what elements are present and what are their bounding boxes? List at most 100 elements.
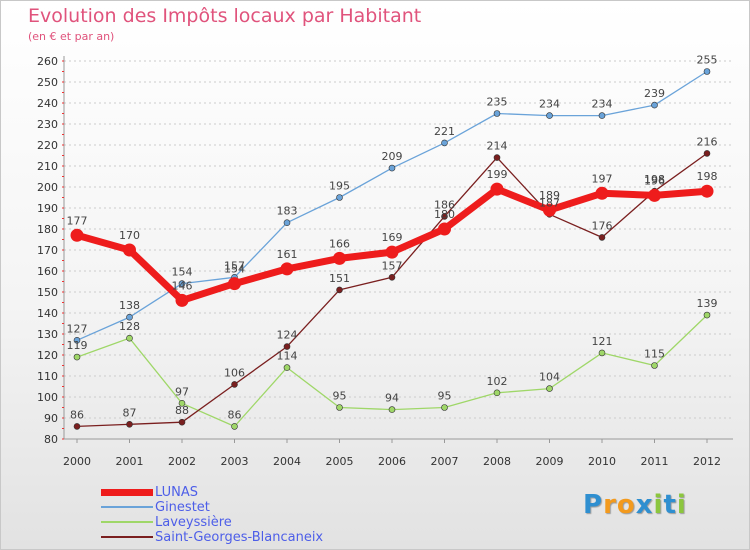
logo-letter: i: [653, 490, 664, 520]
data-label-ginestet: 234: [539, 98, 560, 111]
data-label-lunas: 166: [329, 237, 350, 250]
data-label-saint-georges-blancaneix: 187: [539, 196, 560, 209]
x-tick-label: 2005: [326, 455, 354, 468]
data-label-laveyssi-re: 119: [67, 339, 88, 352]
data-point-lunas: [123, 243, 136, 257]
data-label-saint-georges-blancaneix: 198: [644, 173, 665, 186]
y-tick-label: 170: [37, 244, 58, 257]
y-tick-label: 150: [37, 286, 58, 299]
data-label-saint-georges-blancaneix: 86: [70, 408, 84, 421]
data-label-laveyssi-re: 121: [592, 335, 613, 348]
y-tick-label: 260: [37, 55, 58, 68]
data-point-laveyssi-re: [546, 385, 553, 392]
data-point-saint-georges-blancaneix: [598, 234, 606, 241]
x-tick-label: 2002: [168, 455, 196, 468]
y-tick-label: 230: [37, 118, 58, 131]
data-label-saint-georges-blancaneix: 88: [175, 404, 189, 417]
data-label-lunas: 177: [67, 214, 88, 227]
data-point-saint-georges-blancaneix: [178, 418, 186, 426]
x-tick-label: 2011: [641, 455, 669, 468]
data-point-laveyssi-re: [126, 334, 133, 342]
x-tick-label: 2010: [588, 455, 616, 468]
y-tick-label: 80: [44, 433, 58, 446]
data-label-lunas: 161: [277, 248, 298, 261]
data-label-laveyssi-re: 115: [644, 348, 665, 361]
data-label-laveyssi-re: 94: [385, 392, 399, 405]
data-point-saint-georges-blancaneix: [126, 420, 133, 428]
data-label-laveyssi-re: 128: [119, 320, 140, 333]
data-point-laveyssi-re: [231, 423, 238, 430]
data-label-lunas: 197: [592, 172, 613, 185]
data-point-ginestet: [126, 313, 133, 321]
x-tick-label: 2012: [693, 455, 721, 468]
y-tick-label: 220: [37, 139, 58, 152]
legend-label: Saint-Georges-Blancaneix: [155, 530, 324, 545]
chart-legend: LUNAS Ginestet Laveyssière Saint-Georges-Bl…: [101, 485, 421, 545]
logo-letter: x: [635, 490, 654, 520]
data-point-ginestet: [388, 164, 396, 172]
data-point-laveyssi-re: [73, 353, 81, 361]
x-tick-label: 2004: [273, 455, 301, 468]
data-label-lunas: 189: [539, 189, 560, 202]
logo-letter: P: [583, 490, 604, 520]
data-point-lunas: [543, 203, 556, 217]
data-label-laveyssi-re: 95: [438, 390, 452, 403]
data-point-lunas: [70, 228, 84, 242]
x-tick-label: 2006: [378, 455, 406, 468]
data-point-laveyssi-re: [388, 406, 396, 413]
data-label-ginestet: 255: [697, 54, 718, 67]
data-label-ginestet: 235: [487, 96, 508, 109]
data-label-ginestet: 209: [382, 150, 403, 163]
legend-item-saint-georges-blancaneix: Saint-Georges-Blancaneix: [101, 530, 421, 545]
data-label-laveyssi-re: 139: [697, 297, 718, 310]
legend-swatch: [101, 536, 153, 538]
y-tick-label: 100: [37, 391, 58, 404]
data-label-saint-georges-blancaneix: 176: [592, 219, 613, 232]
data-label-saint-georges-blancaneix: 106: [224, 366, 245, 379]
y-tick-label: 120: [37, 349, 58, 362]
logo-letter: o: [616, 490, 636, 520]
data-label-laveyssi-re: 97: [175, 385, 189, 398]
data-label-ginestet: 195: [329, 180, 350, 193]
data-point-saint-georges-blancaneix: [231, 381, 238, 388]
data-label-ginestet: 157: [224, 259, 245, 272]
x-tick-label: 2003: [221, 455, 249, 468]
legend-label: LUNAS: [155, 485, 198, 500]
data-point-laveyssi-re: [283, 364, 291, 371]
data-point-saint-georges-blancaneix: [441, 213, 448, 220]
y-tick-label: 160: [37, 265, 58, 278]
data-point-ginestet: [598, 112, 606, 119]
legend-item-lunas: LUNAS: [101, 485, 421, 500]
data-point-laveyssi-re: [178, 399, 186, 407]
data-point-laveyssi-re: [651, 362, 658, 369]
x-tick-label: 2008: [483, 455, 511, 468]
data-label-ginestet: 239: [644, 87, 665, 100]
data-point-ginestet: [651, 101, 658, 109]
data-point-lunas: [438, 222, 451, 236]
y-tick-label: 180: [37, 223, 58, 236]
data-point-laveyssi-re: [703, 311, 711, 319]
y-tick-label: 200: [37, 181, 58, 194]
data-label-saint-georges-blancaneix: 151: [329, 272, 350, 285]
data-label-lunas: 170: [119, 229, 140, 242]
data-point-lunas: [228, 277, 241, 291]
data-label-lunas: 169: [382, 231, 403, 244]
data-point-ginestet: [283, 219, 291, 226]
data-label-lunas: 146: [172, 279, 193, 292]
logo-letter: t: [663, 490, 677, 520]
y-tick-label: 250: [37, 76, 58, 89]
data-label-saint-georges-blancaneix: 87: [123, 406, 137, 419]
data-label-ginestet: 138: [119, 299, 140, 312]
data-label-laveyssi-re: 104: [539, 371, 560, 384]
x-tick-label: 2009: [536, 455, 564, 468]
series-line-ginestet: [76, 70, 708, 341]
legend-item-ginestet: Ginestet: [101, 500, 421, 515]
data-label-laveyssi-re: 86: [228, 408, 242, 421]
data-point-ginestet: [546, 112, 553, 119]
data-label-saint-georges-blancaneix: 186: [434, 198, 455, 211]
data-point-lunas: [175, 293, 189, 307]
data-point-ginestet: [336, 194, 343, 201]
data-point-ginestet: [178, 280, 186, 287]
data-label-ginestet: 183: [277, 205, 298, 218]
legend-label: Ginestet: [155, 500, 210, 515]
